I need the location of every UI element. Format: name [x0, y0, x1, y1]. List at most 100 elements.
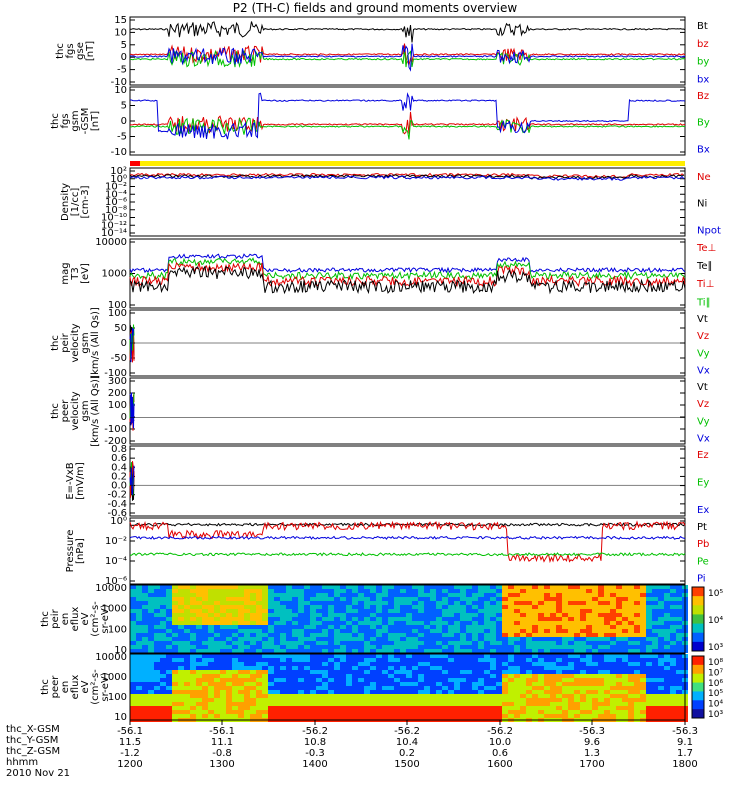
legend-Te⊥: Te⊥: [696, 243, 716, 254]
y-axis-label: fgs: [65, 43, 76, 58]
yellow-bar: [130, 161, 685, 166]
y-axis-label: [mV/m]: [75, 462, 86, 500]
colorbar-tick: 10⁸: [708, 658, 723, 668]
y-axis-label: velocity: [70, 391, 81, 430]
y-axis-label: [km/s (All Qs)]: [90, 375, 101, 447]
colorbar-frame: [691, 655, 705, 719]
y-tick-label: 1000: [102, 672, 127, 683]
series-Ti∥-blue: [129, 253, 686, 274]
x-value-hhmm: 1400: [302, 759, 327, 770]
y-tick-label: -100: [104, 368, 127, 379]
x-row-label-3: hhmm: [6, 757, 39, 768]
y-tick-label: -5: [117, 132, 127, 143]
legend-bz: bz: [697, 39, 709, 50]
x-value-thc_Y-GSM: 10.8: [304, 737, 326, 748]
colorbar-tick: 10⁵: [708, 589, 723, 599]
y-tick-label: 0.8: [111, 444, 127, 455]
y-tick-label: 10⁻⁴: [105, 556, 127, 567]
y-tick-label: 10⁻⁸: [105, 205, 127, 216]
y-axis-label: T3: [70, 267, 81, 280]
colorbar-tick: 10⁶: [708, 679, 723, 689]
x-value-thc_Z-GSM: -0.8: [212, 748, 232, 759]
y-tick-label: 10⁻¹⁴: [101, 228, 127, 239]
y-axis-label: gsm: [80, 400, 91, 421]
x-value-thc_Y-GSM: 10.4: [396, 737, 418, 748]
series-burst: [129, 465, 135, 495]
legend-By: By: [697, 118, 710, 129]
series-Te∥: [129, 265, 686, 295]
y-tick-label: -100: [104, 424, 127, 435]
y-tick-label: 10⁰: [110, 174, 127, 185]
y-tick-label: -200: [104, 436, 127, 447]
y-tick-label: 10⁻⁶: [105, 576, 127, 587]
y-axis-label: [nPa]: [75, 538, 86, 564]
series-Ti∥: [129, 257, 686, 281]
series-By: [130, 117, 686, 140]
x-value-thc_Y-GSM: 11.1: [211, 737, 233, 748]
colorbar-tick: 10³: [708, 710, 723, 720]
x-value-thc_Y-GSM: 10.0: [489, 737, 511, 748]
y-tick-label: -5: [117, 65, 127, 76]
x-axis-rows: thc_X-GSM thc_Y-GSM thc_Z-GSM hhmm 2010 …: [6, 724, 70, 779]
y-axis-label: thc: [50, 113, 61, 129]
y-tick-label: 5: [121, 40, 127, 51]
y-tick-label: 10⁻¹²: [101, 220, 127, 231]
series-Bt: [129, 21, 686, 43]
x-value-thc_Z-GSM: 1.3: [584, 748, 600, 759]
y-tick-label: 300: [108, 376, 127, 387]
y-axis-label: (cm²-s-: [90, 669, 101, 705]
legend-Ti⊥: Ti⊥: [696, 279, 714, 290]
y-tick-label: 0.4: [111, 462, 127, 473]
x-value-hhmm: 1700: [579, 759, 604, 770]
y-tick-label: 10: [114, 85, 127, 96]
series-Bz: [130, 111, 686, 135]
y-axis-label: velocity: [70, 323, 81, 362]
panel-frame: [129, 377, 686, 445]
panel-fgs-gsm: 10 5 0 -5 -10 thc fgs gsm -GSM [nT] Bz By Bx: [50, 85, 710, 158]
y-axis-label: mag: [60, 262, 71, 284]
y-tick-label: 0: [121, 412, 127, 423]
legend-Ey: Ey: [697, 478, 709, 489]
x-value-hhmm: 1600: [487, 759, 512, 770]
y-tick-label: 10⁻⁴: [105, 189, 127, 200]
y-axis-label: thc: [50, 335, 61, 351]
legend-Vx: Vx: [697, 366, 710, 377]
series-Pb: [129, 520, 686, 564]
legend-by: by: [697, 57, 709, 68]
y-tick-label: -10: [111, 77, 127, 88]
series-by: [129, 48, 686, 69]
series-Pe: [129, 552, 686, 557]
y-axis-label: Pressure: [65, 530, 76, 573]
y-tick-label: 10000: [95, 652, 127, 663]
y-axis-label: gsm: [70, 110, 81, 131]
y-axis-label: thc: [40, 611, 51, 627]
legend-Ez: Ez: [697, 450, 709, 461]
y-tick-label: 0.6: [111, 453, 127, 464]
colorbar-tick: 10⁴: [708, 616, 723, 626]
y-tick-label: 1000: [102, 269, 127, 280]
y-axis-label: thc: [55, 43, 66, 59]
y-tick-label: 10⁻⁶: [105, 197, 127, 208]
panel-pressure: 10⁰ 10⁻² 10⁻⁴ 10⁻⁶ Pressure [nPa] Pt Pb Pe Pi: [65, 516, 709, 587]
x-value-thc_X-GSM: -56.3: [672, 726, 698, 737]
legend-Bz: Bz: [697, 91, 709, 102]
x-value-hhmm: 1500: [394, 759, 419, 770]
x-value-thc_X-GSM: -56.2: [394, 726, 420, 737]
x-row-label-2: thc_Z-GSM: [6, 746, 61, 757]
legend-Pe: Pe: [697, 556, 709, 567]
colorbar-tick: 10⁵: [708, 689, 723, 699]
legend-Pi: Pi: [697, 574, 706, 585]
y-axis-label: Density: [60, 183, 71, 221]
x-row-label-1: thc_Y-GSM: [6, 735, 59, 746]
legend-Ne: Ne: [697, 172, 711, 183]
y-tick-label: 1000: [102, 604, 127, 615]
y-tick-label: 5: [121, 101, 127, 112]
y-axis-label: -GSM: [80, 108, 91, 135]
x-value-thc_X-GSM: -56.1: [209, 726, 235, 737]
y-tick-label: 10²: [110, 166, 127, 177]
legend-Vt: Vt: [697, 382, 708, 393]
